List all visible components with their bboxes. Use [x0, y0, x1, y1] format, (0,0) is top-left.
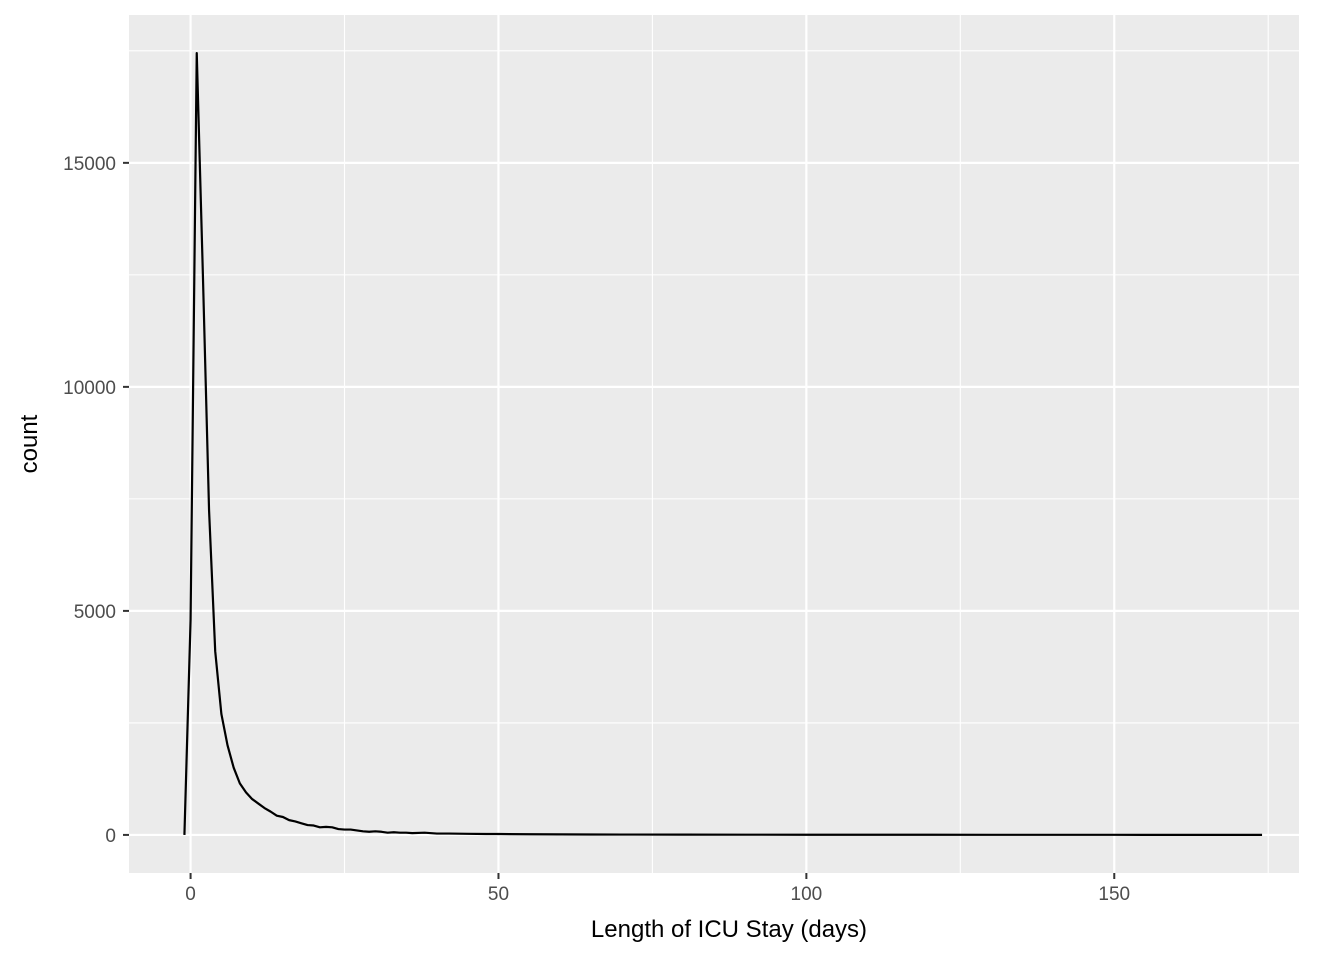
x-tick-label: 100	[791, 884, 823, 905]
y-tick-label: 10000	[63, 378, 116, 399]
minor-gridlines	[129, 15, 1299, 873]
axis-ticks	[123, 161, 1116, 879]
x-tick-label: 150	[1098, 884, 1130, 905]
x-axis-title: Length of ICU Stay (days)	[591, 916, 867, 943]
tick-labels: 0 50 100 150 0 5000 10000 15000	[63, 154, 1130, 905]
y-tick-label: 0	[105, 826, 116, 847]
x-tick-label: 50	[488, 884, 509, 905]
x-tick-label: 0	[185, 884, 196, 905]
plot-panel	[129, 15, 1299, 873]
series-layer	[183, 51, 1263, 836]
series-line	[183, 51, 1263, 836]
y-tick-label: 5000	[74, 602, 116, 623]
y-tick-label: 15000	[63, 154, 116, 175]
y-axis-title: count	[16, 414, 43, 473]
